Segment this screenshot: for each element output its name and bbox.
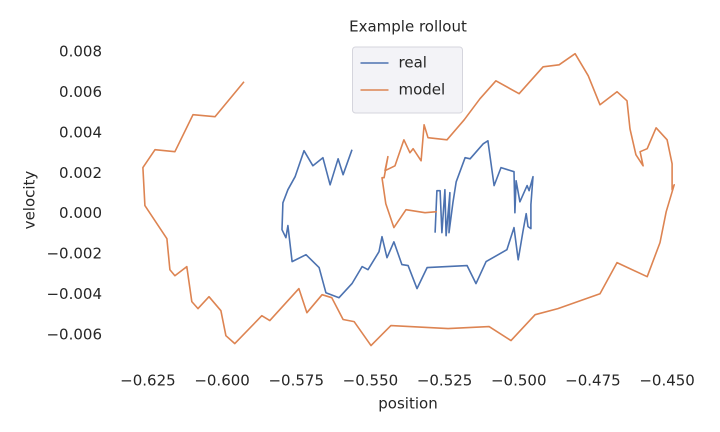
x-tick-label: −0.550: [343, 372, 399, 390]
x-tick-label: −0.625: [120, 372, 176, 390]
y-tick-label: 0.008: [59, 43, 102, 61]
x-tick-label: −0.475: [565, 372, 621, 390]
data-line: [281, 140, 534, 299]
y-tick-label: −0.002: [46, 245, 102, 263]
y-tick-label: 0.002: [59, 164, 102, 182]
x-tick-label: −0.450: [639, 372, 695, 390]
x-tick-label: −0.575: [268, 372, 324, 390]
x-tick-label: −0.500: [491, 372, 547, 390]
y-tick-label: 0.004: [59, 123, 102, 141]
y-tick-label: 0.000: [59, 204, 102, 222]
legend-label: model: [399, 81, 446, 99]
data-line: [142, 52, 675, 347]
x-tick-label: −0.600: [194, 372, 250, 390]
y-tick-label: −0.004: [46, 285, 102, 303]
chart-title: Example rollout: [349, 18, 467, 36]
y-axis-label: velocity: [21, 171, 39, 230]
legend: real model: [352, 46, 463, 114]
y-tick-label: 0.006: [59, 83, 102, 101]
legend-label: real: [399, 54, 427, 72]
y-tick-label: −0.006: [46, 325, 102, 343]
x-axis-label: position: [378, 395, 437, 413]
x-tick-label: −0.525: [417, 372, 473, 390]
